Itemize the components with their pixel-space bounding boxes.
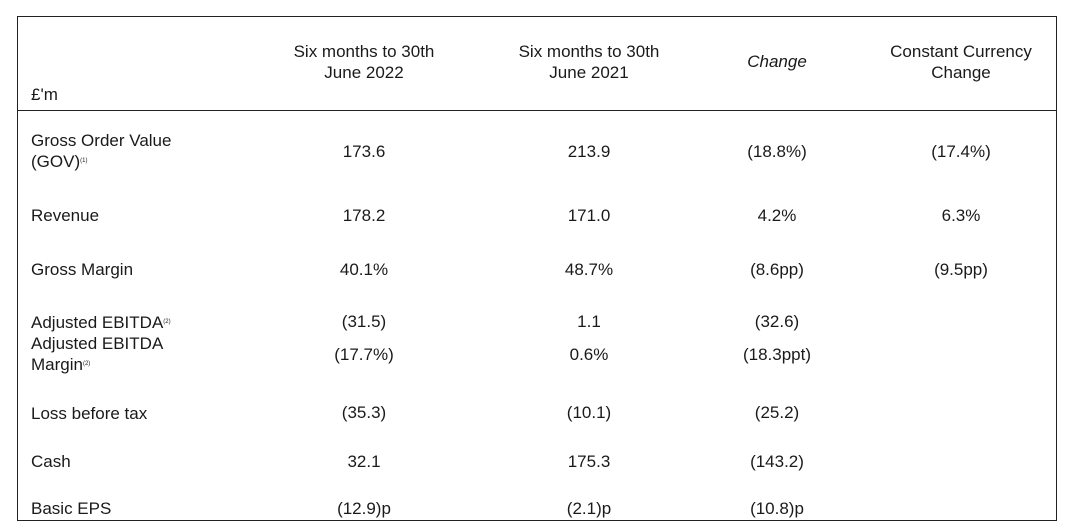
row-label-gross-margin: Gross Margin: [31, 260, 134, 279]
footnote-marker: (2): [163, 319, 171, 325]
col-header-2021: Six months to 30th June 2021: [518, 42, 660, 82]
adj-ebitda-2021: 1.1: [577, 312, 601, 331]
revenue-2021: 171.0: [567, 206, 611, 225]
row-label-loss-before-tax: Loss before tax: [31, 404, 148, 423]
basic-eps-2021: (2.1)p: [566, 499, 612, 518]
revenue-2022: 178.2: [342, 206, 386, 225]
basic-eps-2022: (12.9)p: [337, 499, 391, 518]
row-label-adj-ebitda: Adjusted EBITDA(2): [31, 313, 171, 332]
adj-ebitda-margin-2022: (17.7%): [334, 345, 394, 364]
gov-change: (18.8%): [747, 142, 807, 161]
col-header-2022: Six months to 30th June 2022: [293, 42, 435, 82]
row-label-basic-eps: Basic EPS: [31, 499, 112, 518]
adj-ebitda-2022: (31.5): [341, 312, 387, 331]
gross-margin-change: (8.6pp): [750, 260, 804, 279]
loss-before-tax-2021: (10.1): [566, 403, 612, 422]
table-frame: [17, 16, 1057, 521]
row-label-cash: Cash: [31, 452, 71, 471]
revenue-cc-change: 6.3%: [941, 206, 981, 225]
gov-2021: 213.9: [567, 142, 611, 161]
gross-margin-2021: 48.7%: [564, 260, 614, 279]
col-header-change: Change: [747, 52, 807, 71]
unit-label: £'m: [31, 85, 58, 104]
cash-2022: 32.1: [347, 452, 381, 471]
adj-ebitda-change: (32.6): [754, 312, 800, 331]
header-divider: [17, 110, 1057, 111]
loss-before-tax-change: (25.2): [754, 403, 800, 422]
row-label-gov: Gross Order Value (GOV)(1): [31, 131, 172, 171]
footnote-marker: (2): [82, 361, 91, 367]
loss-before-tax-2022: (35.3): [341, 403, 387, 422]
col-header-cc-change: Constant Currency Change: [890, 42, 1032, 82]
gov-cc-change: (17.4%): [931, 142, 991, 161]
row-label-adj-ebitda-margin: Adjusted EBITDA Margin(2): [31, 334, 164, 374]
gross-margin-2022: 40.1%: [339, 260, 389, 279]
cash-2021: 175.3: [567, 452, 611, 471]
row-label-revenue: Revenue: [31, 206, 100, 225]
gross-margin-cc-change: (9.5pp): [934, 260, 988, 279]
adj-ebitda-margin-change: (18.3ppt): [742, 345, 812, 364]
gov-2022: 173.6: [342, 142, 386, 161]
cash-change: (143.2): [750, 452, 804, 471]
footnote-marker: (1): [80, 158, 88, 164]
adj-ebitda-margin-2021: 0.6%: [569, 345, 609, 364]
basic-eps-change: (10.8)p: [750, 499, 804, 518]
revenue-change: 4.2%: [757, 206, 797, 225]
